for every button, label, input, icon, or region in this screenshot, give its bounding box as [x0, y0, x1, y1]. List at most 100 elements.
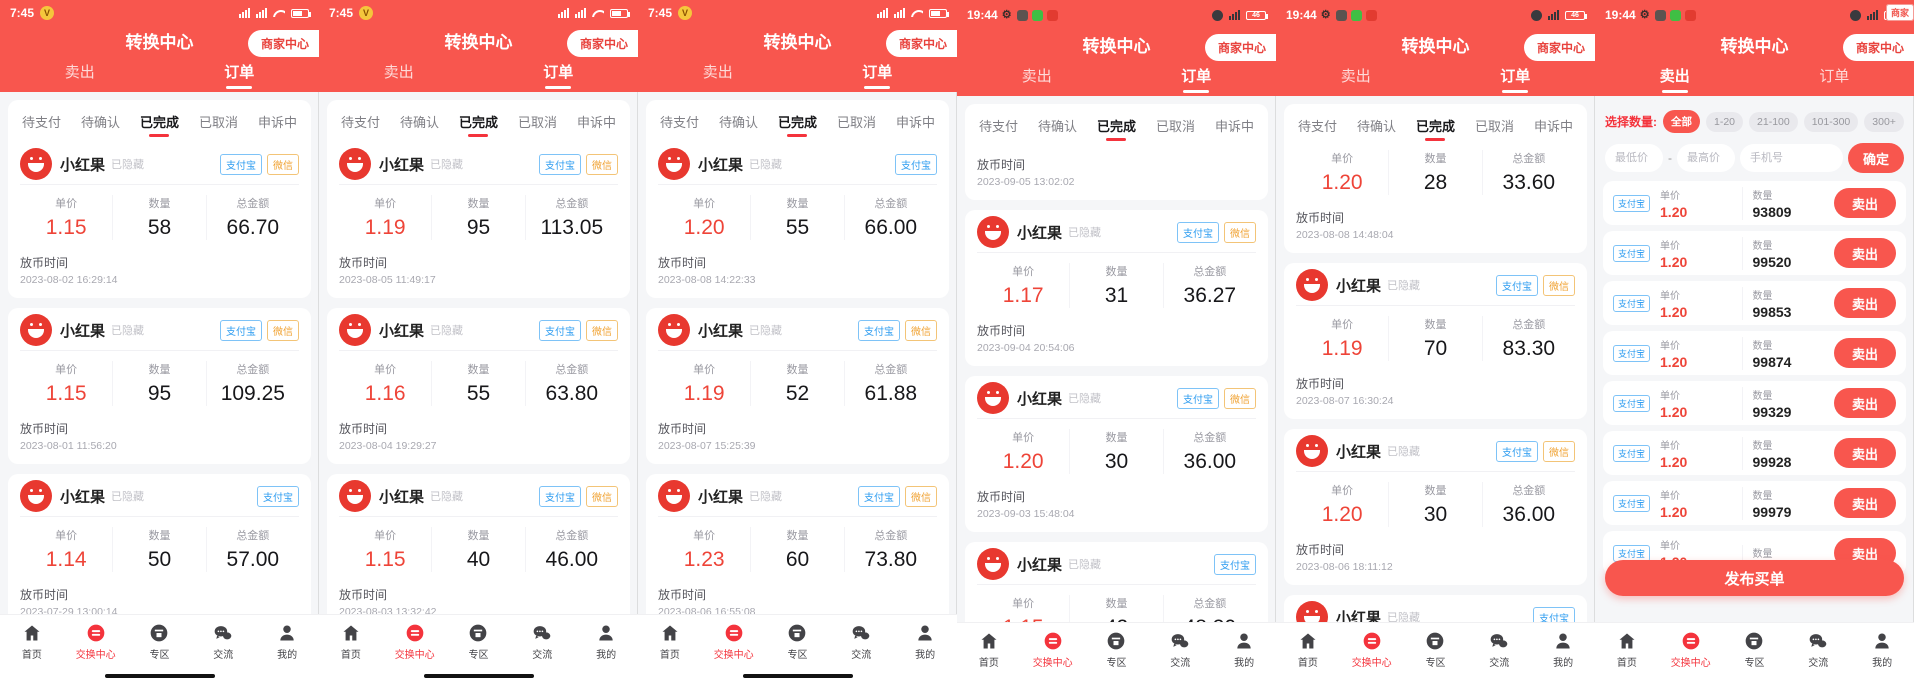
nav-item-1[interactable]: 交换中心 — [383, 622, 447, 684]
sell-button[interactable]: 卖出 — [1834, 288, 1897, 318]
nav-item-3[interactable]: 交流 — [1467, 630, 1531, 684]
subtab-1[interactable]: 待确认 — [718, 115, 758, 130]
nav-item-2[interactable]: 专区 — [766, 622, 830, 684]
subtab-3[interactable]: 已取消 — [198, 115, 238, 130]
nav-item-2[interactable]: 专区 — [1404, 630, 1468, 684]
subtab-1[interactable]: 待确认 — [80, 115, 120, 130]
qty-chip-0[interactable]: 全部 — [1663, 110, 1700, 133]
subtab-2[interactable]: 已完成 — [778, 112, 817, 138]
order-card[interactable]: 小红果 已隐藏 支付宝 微信 单价 1.17 数量 31 总金额 36.27 放币时间 2023-09… — [965, 210, 1268, 366]
subtab-1[interactable]: 待确认 — [1356, 119, 1396, 134]
nav-item-2[interactable]: 专区 — [128, 622, 192, 684]
nav-item-0[interactable]: 首页 — [957, 630, 1021, 684]
merchant-center-button[interactable]: 商家中心 — [1523, 34, 1595, 61]
order-card[interactable]: 小红果 已隐藏 支付宝 微信 单价 1.20 数量 30 总金额 36.00 放币时间 2023-09… — [965, 376, 1268, 532]
qty-chip-3[interactable]: 101-300 — [1803, 111, 1859, 132]
order-card[interactable]: 小红果 已隐藏 支付宝 微信 单价 1.19 数量 52 总金额 61.88 放币时间 2023-08… — [646, 308, 949, 464]
tab-orders[interactable]: 订单 — [479, 60, 639, 92]
order-card[interactable]: 小红果 已隐藏 支付宝 微信 单价 1.19 数量 70 总金额 83.30 放币时间 2023-08… — [1284, 263, 1587, 419]
nav-item-1[interactable]: 交换中心 — [1021, 630, 1085, 684]
order-card[interactable]: 小红果 已隐藏 支付宝 微信 单价 1.15 数量 40 总金额 46.00 放币时间 2023-08… — [327, 474, 630, 614]
order-card[interactable]: 小红果 已隐藏 支付宝 微信 单价 1.20 数量 30 总金额 36.00 放币时间 2023-08… — [1284, 429, 1587, 585]
qty-chip-2[interactable]: 21-100 — [1749, 111, 1798, 132]
sell-button[interactable]: 卖出 — [1834, 488, 1897, 518]
subtab-0[interactable]: 待支付 — [341, 115, 381, 130]
nav-item-2[interactable]: 专区 — [447, 622, 511, 684]
sell-button[interactable]: 卖出 — [1834, 188, 1897, 218]
confirm-button[interactable]: 确定 — [1847, 143, 1904, 173]
min-price-input[interactable] — [1605, 144, 1663, 172]
subtab-0[interactable]: 待支付 — [979, 119, 1019, 134]
tab-sell[interactable]: 卖出 — [1340, 68, 1371, 85]
order-card[interactable]: 小红果 已隐藏 支付宝 微信 单价 1.16 数量 55 总金额 63.80 放币时间 2023-08… — [327, 308, 630, 464]
qty-chip-1[interactable]: 1-20 — [1706, 111, 1744, 132]
nav-item-4[interactable]: 我的 — [255, 622, 319, 684]
merchant-center-button[interactable]: 商家中心 — [1204, 34, 1276, 61]
first-card-area[interactable]: 放币时间 2023-09-05 13:02:02 — [965, 146, 1268, 200]
subtab-3[interactable]: 已取消 — [1155, 119, 1195, 134]
nav-item-1[interactable]: 交换中心 — [64, 622, 128, 684]
max-price-input[interactable] — [1677, 144, 1735, 172]
merchant-center-button[interactable]: 商家中心 — [566, 30, 638, 57]
tab-orders[interactable]: 订单 — [798, 60, 958, 92]
nav-item-2[interactable]: 专区 — [1723, 630, 1787, 684]
tab-orders[interactable]: 订单 — [1117, 64, 1277, 96]
nav-item-0[interactable]: 首页 — [0, 622, 64, 684]
tab-orders[interactable]: 订单 — [1819, 68, 1850, 85]
subtab-1[interactable]: 待确认 — [1037, 119, 1077, 134]
order-card[interactable]: 小红果 已隐藏 支付宝 — [1284, 595, 1587, 622]
subtab-3[interactable]: 已取消 — [836, 115, 876, 130]
nav-item-3[interactable]: 交流 — [191, 622, 255, 684]
subtab-4[interactable]: 申诉中 — [1214, 119, 1254, 134]
subtab-4[interactable]: 申诉中 — [895, 115, 935, 130]
publish-buy-order-button[interactable]: 发布买单 — [1605, 560, 1904, 596]
nav-item-4[interactable]: 我的 — [574, 622, 638, 684]
nav-item-4[interactable]: 我的 — [1212, 630, 1276, 684]
merchant-center-button[interactable]: 商家中心 — [885, 30, 957, 57]
first-card-area[interactable]: 小红果 已隐藏 支付宝 微信 单价 1.15 数量 58 总金额 66.70 放币时间 2023-08… — [8, 142, 311, 298]
nav-item-0[interactable]: 首页 — [638, 622, 702, 684]
subtab-0[interactable]: 待支付 — [660, 115, 700, 130]
merchant-center-button[interactable]: 商家中心 — [247, 30, 319, 57]
subtab-3[interactable]: 已取消 — [1474, 119, 1514, 134]
order-card[interactable]: 小红果 已隐藏 支付宝 单价 1.14 数量 50 总金额 57.00 放币时间 2023-07-2… — [8, 474, 311, 614]
merchant-center-button[interactable]: 商家中心 — [1842, 34, 1914, 61]
nav-item-1[interactable]: 交换中心 — [1340, 630, 1404, 684]
nav-item-4[interactable]: 我的 — [1531, 630, 1595, 684]
tab-orders[interactable]: 订单 — [1436, 64, 1596, 96]
subtab-1[interactable]: 待确认 — [399, 115, 439, 130]
subtab-2[interactable]: 已完成 — [459, 112, 498, 138]
subtab-2[interactable]: 已完成 — [1416, 116, 1455, 142]
subtab-2[interactable]: 已完成 — [140, 112, 179, 138]
order-card[interactable]: 小红果 已隐藏 支付宝 微信 单价 1.23 数量 60 总金额 73.80 放币时间 2023-08… — [646, 474, 949, 614]
nav-item-3[interactable]: 交流 — [829, 622, 893, 684]
nav-item-3[interactable]: 交流 — [510, 622, 574, 684]
tab-orders[interactable]: 订单 — [160, 60, 320, 92]
subtab-4[interactable]: 申诉中 — [576, 115, 616, 130]
tab-sell[interactable]: 卖出 — [1021, 68, 1052, 85]
first-card-area[interactable]: 单价 1.20 数量 28 总金额 33.60 放币时间 2023-08-08 14:48:0… — [1284, 146, 1587, 253]
tab-sell[interactable]: 卖出 — [702, 64, 733, 81]
subtab-0[interactable]: 待支付 — [1298, 119, 1338, 134]
sell-button[interactable]: 卖出 — [1834, 338, 1897, 368]
nav-item-1[interactable]: 交换中心 — [1659, 630, 1723, 684]
subtab-0[interactable]: 待支付 — [22, 115, 62, 130]
nav-item-3[interactable]: 交流 — [1786, 630, 1850, 684]
sell-button[interactable]: 卖出 — [1834, 238, 1897, 268]
nav-item-1[interactable]: 交换中心 — [702, 622, 766, 684]
first-card-area[interactable]: 小红果 已隐藏 支付宝 单价 1.20 数量 55 总金额 66.00 放币时间 2023-08-0… — [646, 142, 949, 298]
nav-item-0[interactable]: 首页 — [1595, 630, 1659, 684]
nav-item-3[interactable]: 交流 — [1148, 630, 1212, 684]
tab-sell[interactable]: 卖出 — [1595, 64, 1755, 96]
nav-item-0[interactable]: 首页 — [1276, 630, 1340, 684]
first-card-area[interactable]: 小红果 已隐藏 支付宝 微信 单价 1.19 数量 95 总金额 113.05 放币时间 2023-0… — [327, 142, 630, 298]
subtab-4[interactable]: 申诉中 — [1533, 119, 1573, 134]
tab-sell[interactable]: 卖出 — [383, 64, 414, 81]
